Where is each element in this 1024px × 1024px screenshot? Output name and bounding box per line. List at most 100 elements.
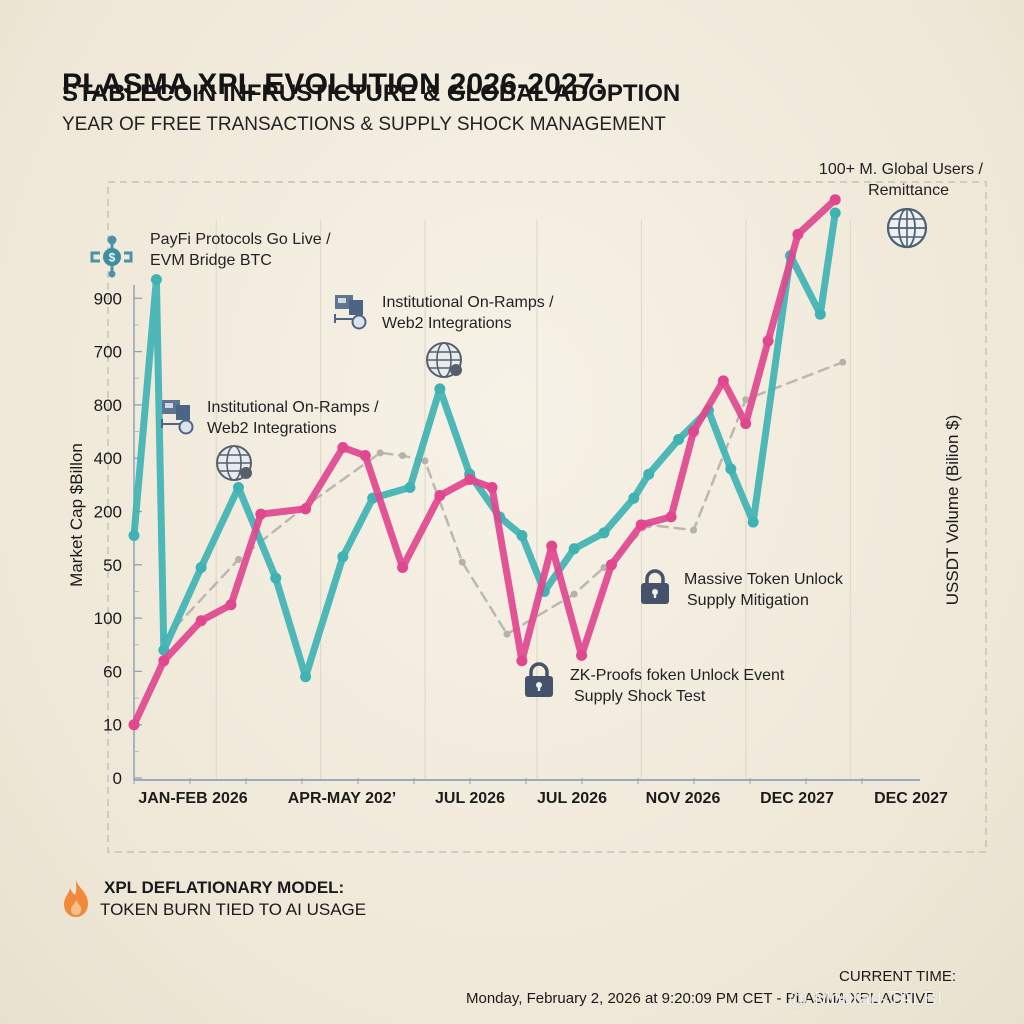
data-point — [359, 450, 371, 462]
annotation-institutional-onramps-2: Institutional On-Ramps / Web2 Integratio… — [382, 293, 554, 335]
y-tick-label: 100 — [94, 609, 122, 628]
data-point — [570, 590, 578, 598]
current-time-label: CURRENT TIME: — [839, 968, 956, 985]
data-point — [404, 482, 416, 494]
data-point — [725, 463, 737, 475]
annotation-global-line2: Remittance — [868, 181, 949, 199]
data-point — [605, 559, 617, 571]
x-tick-label: NOV 2026 — [646, 790, 721, 807]
y-axis-label: Market Cap $Billon — [67, 443, 86, 587]
data-point — [717, 375, 729, 387]
annotation-inst-a-line2: Web2 Integrations — [207, 419, 337, 437]
series-layer — [128, 194, 847, 731]
data-point — [434, 383, 446, 395]
deflation-body: TOKEN BURN TIED TO AI USAGE — [100, 900, 367, 919]
data-point — [628, 492, 640, 504]
series-line-teal — [130, 209, 839, 681]
annotation-global-users: 100+ M. Global Users / Remittance — [793, 160, 983, 202]
series-line-trend — [162, 361, 844, 641]
deflationary-model-note: XPL DEFLATIONARY MODEL: TOKEN BURN TIED … — [60, 878, 366, 920]
x-tick-label: JUL 2026 — [435, 790, 505, 807]
annotation-global-line1: 100+ M. Global Users / — [818, 161, 983, 178]
data-point — [234, 555, 242, 563]
annotation-zk-line2: Supply Shock Test — [574, 687, 706, 705]
author-watermark: @ Mourad-TALBI — [788, 988, 943, 1010]
data-point — [270, 572, 282, 584]
data-point — [399, 452, 407, 460]
annotation-massive-line2: Supply Mitigation — [687, 591, 809, 609]
data-point — [300, 503, 312, 515]
data-point — [829, 207, 841, 219]
y-tick-label: 400 — [94, 449, 122, 468]
current-time-value: Monday, February 2, 2026 at 9:20:09 PM C… — [466, 990, 936, 1007]
y-tick-label: 0 — [113, 769, 122, 788]
annotation-payfi-line2: EVM Bridge BTC — [150, 251, 272, 269]
y-tick-label: 800 — [94, 396, 122, 415]
data-point — [225, 599, 237, 611]
y-tick-label: 60 — [103, 662, 122, 681]
data-point — [546, 540, 558, 552]
data-point — [839, 358, 847, 366]
data-point — [195, 615, 207, 627]
annotation-inst-b-line1: Institutional On-Ramps / — [382, 294, 554, 311]
data-point — [762, 335, 774, 347]
data-point — [516, 655, 528, 667]
annotation-institutional-onramps-1: Institutional On-Ramps / Web2 Integratio… — [207, 398, 379, 440]
x-tick-label: JAN-FEB 2026 — [138, 790, 247, 807]
y-tick-label: 50 — [103, 556, 122, 575]
annotation-inst-a-line1: Institutional On-Ramps / — [207, 399, 379, 416]
data-point — [464, 474, 476, 486]
annotation-zk-unlock: ZK-Proofs foken Unlock Event Supply Shoc… — [570, 666, 784, 708]
y-tick-label: 900 — [94, 289, 122, 308]
x-axis-ticks: JAN-FEB 2026 APR-MAY 202’ JUL 2026 JUL 2026… — [133, 778, 948, 807]
data-point — [486, 482, 498, 494]
data-point — [458, 558, 466, 566]
data-point — [376, 449, 384, 457]
series-line-pink — [130, 196, 839, 729]
data-point — [635, 519, 647, 531]
data-point — [434, 490, 446, 502]
y-axis-right-label: USSDT Volume (Bilion $) — [943, 415, 962, 606]
flame-icon — [64, 880, 88, 917]
x-tick-label: JUL 2026 — [537, 790, 607, 807]
data-point — [232, 482, 244, 494]
data-point — [150, 274, 162, 286]
data-point — [503, 630, 511, 638]
data-point — [337, 442, 349, 454]
y-tick-label: 200 — [94, 503, 122, 522]
x-tick-label: DEC 2027 — [760, 790, 834, 807]
data-point — [568, 543, 580, 555]
chart-tagline: YEAR OF FREE TRANSACTIONS & SUPPLY SHOCK… — [62, 114, 666, 135]
chart-title: PLASMA XPL EVOLUTION 2026-2027: — [62, 68, 606, 101]
data-point — [690, 526, 697, 534]
data-point — [740, 418, 752, 430]
data-point — [128, 529, 140, 541]
y-tick-label: 700 — [94, 343, 122, 362]
annotation-zk-line1: ZK-Proofs foken Unlock Event — [570, 667, 785, 684]
data-point — [688, 426, 699, 438]
svg-text:$: $ — [109, 251, 116, 265]
globe-icon — [886, 207, 928, 249]
data-point — [792, 228, 804, 240]
data-point — [747, 516, 759, 528]
data-point — [421, 457, 429, 465]
data-point — [337, 551, 349, 563]
y-axis-ticks: 0 10 60 100 50 200 400 800 700 900 — [94, 289, 142, 788]
annotation-payfi-line1: PayFi Protocols Go Live / — [150, 231, 331, 248]
annotation-payfi: PayFi Protocols Go Live / EVM Bridge BTC — [150, 230, 331, 272]
deflation-title: XPL DEFLATIONARY MODEL: — [104, 878, 345, 897]
data-point — [643, 468, 655, 480]
data-point — [255, 508, 267, 520]
globe-shield-icon — [216, 445, 252, 481]
institution-server-icon — [161, 400, 194, 435]
annotation-massive-unlock: Massive Token Unlock Supply Mitigation — [684, 570, 843, 612]
chart-subtitle: STABLECOIN INFRUSTICTURE & GLOBAL ADOPTI… — [62, 80, 681, 107]
data-point — [397, 561, 409, 573]
y-tick-label: 10 — [103, 716, 122, 735]
data-point — [128, 719, 140, 731]
data-point — [742, 396, 750, 404]
lock-icon — [525, 662, 553, 697]
data-point — [195, 561, 207, 573]
institution-server-icon — [334, 295, 367, 330]
